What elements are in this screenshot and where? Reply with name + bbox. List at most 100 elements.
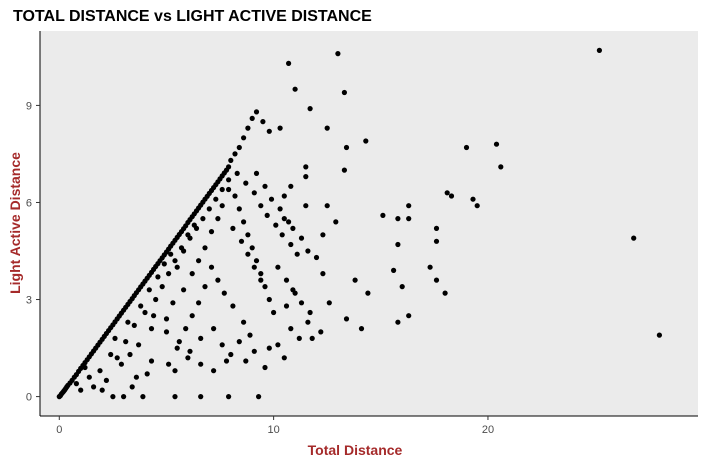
data-point [324,125,330,131]
data-point [258,271,264,277]
data-point [253,170,260,176]
data-point [309,335,315,341]
data-point [226,177,232,183]
data-point [208,229,215,235]
data-point [656,332,663,338]
data-point [333,219,339,225]
data-point [121,394,127,400]
axes [39,31,698,417]
data-point [236,339,242,345]
data-point [211,326,217,332]
data-point [174,345,180,351]
data-point [406,313,412,319]
data-point [183,326,189,332]
data-point [303,174,309,180]
data-point [241,219,247,225]
data-point [596,47,603,54]
data-point [283,277,290,283]
data-point [266,296,272,303]
data-point [249,245,255,251]
data-point [123,339,129,345]
data-point [251,190,257,196]
data-point [228,157,234,163]
data-point [91,384,97,390]
data-point [260,119,266,125]
data-point [228,351,234,358]
data-point [303,203,309,209]
data-point [241,319,247,325]
data-point [110,394,116,400]
data-point [290,225,296,231]
data-point [159,284,165,290]
data-point [163,329,170,335]
data-point [193,225,200,231]
data-point [395,319,401,325]
data-point [241,135,247,141]
data-point [294,251,300,257]
data-point [99,387,105,393]
data-point [251,264,257,270]
data-point [341,167,347,173]
data-point [288,241,294,248]
data-point [196,300,202,306]
data-point [166,271,172,277]
data-point [213,196,219,202]
data-point [470,196,476,202]
data-point [112,335,118,341]
data-point [226,394,232,400]
data-point [283,303,290,309]
data-point [442,290,448,296]
axis-ticks: 0 10 20 0 3 6 9 [26,100,494,436]
data-point [208,264,215,270]
data-point [463,144,470,151]
data-point [271,309,277,316]
data-point [226,186,232,193]
data-point [279,232,285,238]
data-point [395,216,401,222]
data-point [148,326,155,332]
data-point [498,164,504,170]
data-point [262,284,268,290]
data-point [144,371,150,377]
data-point [198,361,204,367]
data-point [427,264,433,270]
y-tick-label: 9 [26,100,32,112]
x-tick-label: 20 [482,424,494,436]
data-point [307,309,313,316]
x-axis-title: Total Distance [308,442,403,458]
data-point [493,141,500,147]
data-point [474,203,480,209]
data-point [243,180,249,186]
data-points [56,47,663,400]
data-point [118,361,124,367]
data-point [196,258,202,264]
data-point [131,322,137,328]
data-point [148,358,155,364]
data-point [305,248,311,254]
data-point [266,128,272,134]
data-point [181,248,187,254]
data-point [73,381,79,387]
data-point [166,361,172,367]
data-point [219,186,225,193]
data-point [114,355,120,361]
data-point [153,296,159,303]
data-point [174,264,180,270]
data-point [433,238,440,244]
chart-title: TOTAL DISTANCE vs LIGHT ACTIVE DISTANCE [13,8,372,25]
data-point [292,86,298,92]
data-point [266,345,272,351]
data-point [318,329,324,335]
data-point [305,319,311,325]
data-point [365,290,371,296]
data-point [245,125,251,131]
data-point [444,190,450,196]
data-point [211,368,217,374]
data-point [433,225,440,231]
data-point [138,303,144,309]
data-point [245,251,251,257]
data-point [230,303,236,309]
data-point [82,364,88,371]
data-point [202,284,208,290]
